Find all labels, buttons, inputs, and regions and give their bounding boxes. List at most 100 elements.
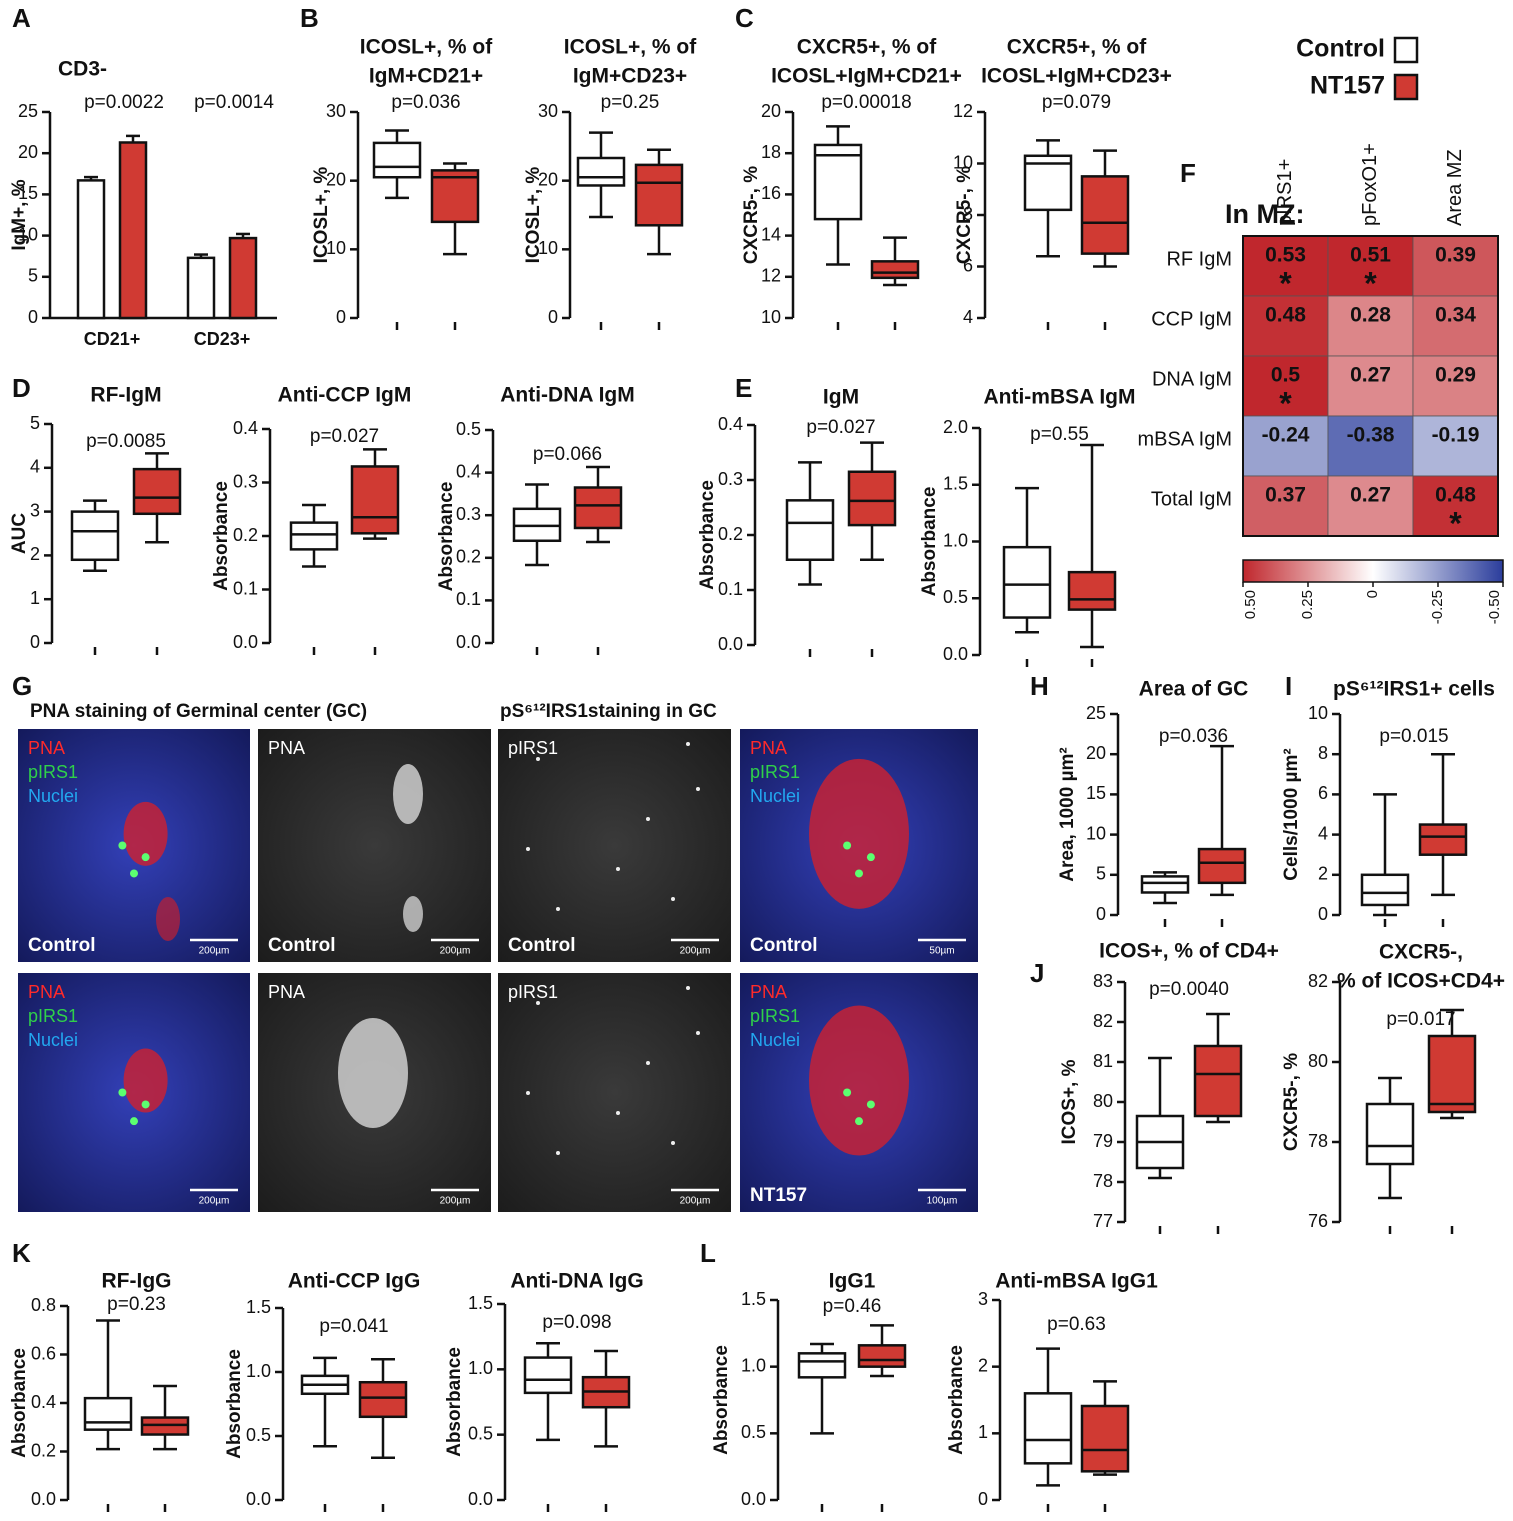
panel-letter: I [1285,671,1292,701]
y-axis-label: Absorbance [444,1347,465,1457]
panel-letter: B [300,3,319,33]
y-axis-label: AUC [9,513,30,554]
chart-title: ICOS+, % of CD4+ [1099,940,1279,963]
panel-letter: G [12,671,32,701]
y-axis-label: IgM+, % [9,179,30,250]
panel-letter: A [12,3,31,33]
scale-label: 200µm [199,1196,230,1207]
channel-label: pIRS1 [28,762,78,782]
p-value: p=0.0014 [194,92,274,113]
panel-letter: J [1030,958,1044,988]
y-tick-label: 0.0 [456,632,481,652]
box [372,141,422,179]
cell-value: 0.27 [1350,484,1391,507]
y-tick-label: 6 [963,255,973,275]
pirs1-signal [118,1088,127,1097]
heatmap-cell [1242,415,1329,477]
p-value: p=0.46 [823,1296,882,1317]
y-tick-label: 4 [1318,823,1328,843]
cell-value: 0.53 [1265,244,1306,267]
bar [228,236,258,320]
y-tick-label: 0.4 [718,414,743,434]
y-tick-label: 1 [978,1422,988,1442]
micrograph-caption: Control [268,935,336,956]
y-tick-label: 1.5 [246,1297,271,1317]
row-label: mBSA IgM [1138,428,1232,450]
y-tick-label: 0 [28,307,38,327]
y-tick-label: 0.6 [31,1343,56,1363]
colorbar-label: 0.50 [1242,590,1259,619]
y-tick-label: 10 [1308,703,1328,723]
pirs1-signal [536,757,540,761]
box [1427,1034,1477,1114]
y-tick-label: 0 [336,307,346,327]
y-tick-label: 1.0 [741,1355,766,1375]
p-value: p=0.098 [542,1312,611,1333]
y-axis-label: ICOSL+, % [311,167,332,264]
y-tick-label: 0 [978,1489,988,1509]
y-tick-label: 0.1 [456,589,481,609]
box [83,1396,133,1431]
p-value: p=0.036 [1159,726,1228,747]
chart-title: Anti-DNA IgM [500,384,635,407]
y-tick-label: 20 [1086,743,1106,763]
box [576,156,626,187]
chart-title: Area of GC [1139,678,1249,701]
box [813,143,863,221]
channel-label: Nuclei [28,1030,78,1050]
y-tick-label: 14 [761,224,781,244]
y-tick-label: 0.0 [468,1489,493,1509]
p-value: p=0.00018 [821,92,911,113]
y-tick-label: 0.0 [233,632,258,652]
box [1023,154,1073,212]
box [430,169,480,224]
box [1067,570,1117,611]
y-tick-label: 77 [1093,1211,1113,1231]
channel-label: Nuclei [28,786,78,806]
y-axis-label: Absorbance [9,1348,30,1458]
pirs1-signal [686,986,690,990]
heatmap-title: In MZ: [1225,199,1304,229]
p-value: p=0.25 [601,92,660,113]
y-tick-label: 8 [963,204,973,224]
y-tick-label: 8 [1318,743,1328,763]
y-tick-label: 3 [978,1289,988,1309]
y-tick-label: 0.5 [943,587,968,607]
pna-signal [393,764,423,824]
significance-star: * [1279,385,1292,421]
box [1193,1044,1243,1118]
y-tick-label: 0.3 [233,471,258,491]
pirs1-signal [671,897,675,901]
chart-title: Anti-mBSA IgM [983,386,1135,409]
pirs1-signal [130,869,138,878]
cell-value: 0.39 [1435,244,1476,267]
y-tick-label: 0.3 [456,504,481,524]
box [1140,875,1190,894]
y-tick-label: 0.0 [943,644,968,664]
chart-title: RF-IgG [102,1270,172,1293]
chart-title: IgM [823,386,859,409]
box [1365,1102,1415,1166]
y-tick-label: 0.2 [31,1440,56,1460]
y-tick-label: 15 [18,183,38,203]
y-tick-label: 0.3 [718,469,743,489]
pna-region [123,801,168,866]
pirs1-signal [526,1091,530,1095]
box [857,1344,907,1368]
cell-value: 0.37 [1265,484,1306,507]
micrograph-caption: Control [750,935,818,956]
y-tick-label: 0 [30,632,40,652]
heatmap-cell [1412,415,1499,477]
cell-value: 0.28 [1350,304,1391,327]
pirs1-signal [526,847,530,851]
chart-title: CD3- [58,58,107,81]
y-tick-label: 12 [953,101,973,121]
y-tick-label: 0.2 [233,525,258,545]
column-label: pFoxO1+ [1359,143,1381,226]
y-tick-label: 82 [1308,971,1328,991]
micrograph [498,973,731,1212]
chart-title: pS⁶¹²IRS1+ cells [1333,678,1495,701]
pirs1-signal [696,1031,700,1035]
x-tick-label: CD21+ [84,329,141,349]
pirs1-signal [616,1111,620,1115]
